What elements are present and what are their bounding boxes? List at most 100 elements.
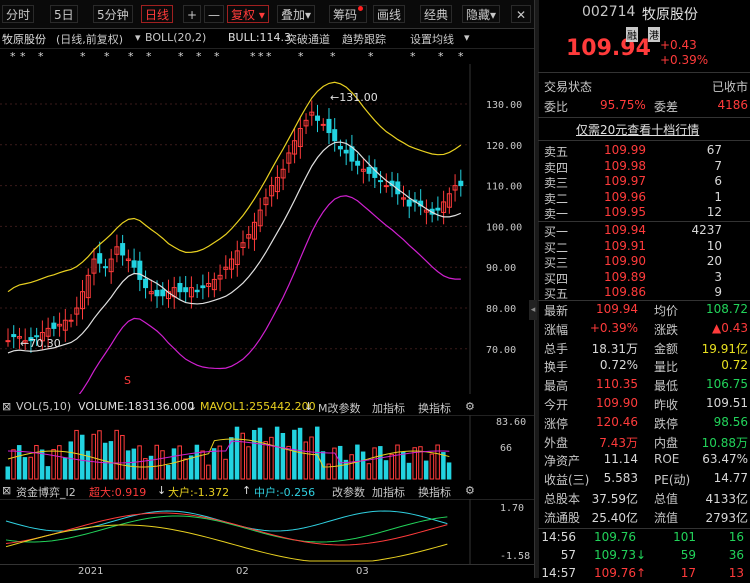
candle-body[interactable] (188, 287, 194, 298)
candle-body[interactable] (269, 185, 275, 197)
candle-body[interactable] (120, 243, 126, 256)
indicator-chevron-icon[interactable]: ▾ (135, 31, 141, 44)
chevron-down-icon[interactable]: ▾ (464, 31, 470, 44)
candle-body[interactable] (332, 129, 338, 142)
candle-body[interactable] (5, 340, 11, 343)
expand-icon[interactable]: ⊠ (2, 400, 12, 413)
switch-indicator-button[interactable]: 换指标 (418, 402, 451, 415)
candle-body[interactable] (378, 180, 384, 183)
candle-body[interactable] (303, 119, 309, 127)
candle-body[interactable] (234, 250, 240, 266)
chips-button[interactable]: 筹码 (329, 5, 368, 23)
candle-body[interactable] (355, 160, 361, 166)
expand-icon[interactable]: ⊠ (2, 484, 12, 497)
level10-promo-link[interactable]: 仅需20元查看十档行情 (576, 123, 700, 137)
tab-5day[interactable]: 5日 (50, 5, 78, 23)
volume-chart[interactable]: 83.60 66 (0, 415, 534, 480)
candle-body[interactable] (292, 140, 298, 155)
ask-row[interactable]: 卖五 109.99 67 (538, 143, 750, 159)
candle-body[interactable] (22, 340, 28, 343)
switch-indicator-button[interactable]: 换指标 (418, 486, 451, 499)
candle-body[interactable] (206, 283, 212, 287)
candle-body[interactable] (435, 207, 441, 211)
candle-body[interactable] (286, 152, 292, 164)
classic-button[interactable]: 经典 (420, 5, 453, 23)
candle-body[interactable] (246, 234, 252, 239)
candle-body[interactable] (34, 335, 40, 338)
zoom-out-button[interactable]: — (204, 5, 224, 23)
flow-label[interactable]: 资金博弈_I2 (16, 486, 76, 499)
candle-body[interactable] (406, 199, 412, 207)
bid-row[interactable]: 买二 109.91 10 (538, 239, 750, 255)
candle-body[interactable] (45, 327, 51, 337)
candle-body[interactable] (80, 291, 86, 310)
close-icon[interactable]: ✕ (511, 5, 531, 23)
hide-button[interactable]: 隐藏▾ (462, 5, 501, 23)
candle-body[interactable] (383, 185, 389, 188)
ask-row[interactable]: 卖四 109.98 7 (538, 159, 750, 175)
candle-body[interactable] (441, 201, 447, 213)
candle-body[interactable] (108, 258, 114, 273)
draw-button[interactable]: 画线 (373, 5, 406, 23)
candle-body[interactable] (320, 123, 326, 126)
candle-body[interactable] (200, 285, 206, 289)
candle-body[interactable] (154, 289, 160, 297)
candle-body[interactable] (343, 149, 349, 154)
candle-body[interactable] (114, 246, 120, 255)
tab-daily[interactable]: 日线 (141, 5, 174, 23)
candle-body[interactable] (68, 319, 74, 322)
candle-body[interactable] (251, 221, 257, 240)
candle-body[interactable] (160, 289, 166, 297)
candle-body[interactable] (280, 168, 286, 179)
vol-params-button[interactable]: M改参数 (318, 402, 361, 415)
zoom-in-button[interactable]: + (183, 5, 202, 23)
ask-row[interactable]: 卖一 109.95 12 (538, 205, 750, 221)
candle-body[interactable] (62, 319, 68, 331)
candle-body[interactable] (16, 336, 22, 339)
candle-body[interactable] (28, 337, 34, 342)
candle-body[interactable] (217, 274, 223, 280)
candle-body[interactable] (177, 282, 183, 293)
settings-gear-icon[interactable]: ⚙ (465, 484, 475, 497)
vol-label[interactable]: VOL(5,10) (16, 400, 72, 413)
overlay-button[interactable]: 叠加▾ (277, 5, 316, 23)
fundflow-chart[interactable]: 1.70 -1.58 (0, 499, 534, 583)
candle-body[interactable] (194, 289, 200, 293)
flow-params-button[interactable]: 改参数 (332, 486, 365, 499)
candle-body[interactable] (137, 260, 143, 280)
candle-body[interactable] (183, 287, 189, 293)
candle-body[interactable] (211, 278, 217, 291)
add-indicator-button[interactable]: 加指标 (372, 402, 405, 415)
candle-body[interactable] (297, 127, 303, 148)
bid-row[interactable]: 买三 109.90 20 (538, 254, 750, 270)
candle-body[interactable] (309, 111, 315, 116)
candle-body[interactable] (458, 180, 464, 187)
candle-body[interactable] (125, 258, 131, 262)
candle-body[interactable] (51, 322, 57, 329)
candle-body[interactable] (229, 258, 235, 270)
promo-row[interactable]: 仅需20元查看十档行情 (538, 121, 750, 139)
candle-body[interactable] (85, 274, 91, 299)
candle-body[interactable] (423, 209, 429, 213)
candle-body[interactable] (360, 168, 366, 172)
candle-body[interactable] (240, 242, 246, 249)
adjust-button[interactable]: 复权 ▾ (227, 5, 269, 23)
panel-divider[interactable] (534, 0, 539, 578)
candle-body[interactable] (143, 278, 149, 289)
tick-row[interactable]: 14:57 109.76↑ 17 13 (538, 566, 750, 581)
candle-body[interactable] (102, 266, 108, 269)
candle-body[interactable] (274, 176, 280, 193)
candle-body[interactable] (97, 253, 103, 264)
tick-row[interactable]: 57 109.73↓ 59 36 (538, 548, 750, 563)
collapse-arrow-icon[interactable]: ◂ (529, 300, 537, 320)
indicator-label[interactable]: BOLL(20,2) (145, 31, 207, 44)
candle-body[interactable] (165, 291, 171, 300)
candle-body[interactable] (11, 334, 17, 338)
candlestick-chart[interactable]: ←131.00 ←70.30 S 130.00 120.00 110.00 100.0… (0, 64, 534, 394)
candle-body[interactable] (57, 323, 63, 327)
candle-body[interactable] (400, 197, 406, 200)
candle-body[interactable] (326, 118, 332, 134)
tick-row[interactable]: 14:56 109.76 101 16 (538, 530, 750, 545)
candle-body[interactable] (337, 145, 343, 150)
candle-body[interactable] (148, 291, 154, 295)
